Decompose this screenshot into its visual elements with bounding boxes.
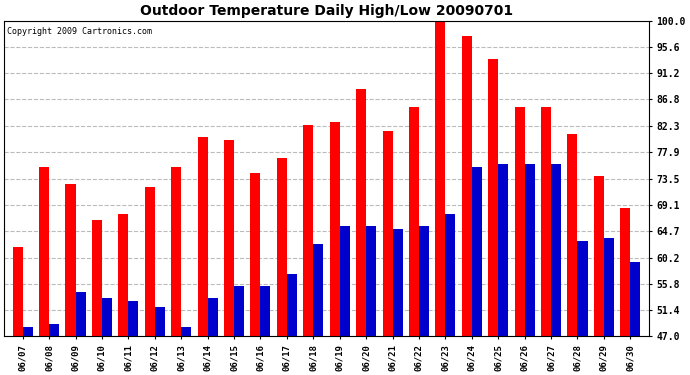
Bar	[631, 262, 640, 336]
Bar	[208, 298, 217, 336]
Bar	[366, 226, 376, 336]
Bar	[75, 292, 86, 336]
Bar	[382, 131, 393, 336]
Text: Copyright 2009 Cartronics.com: Copyright 2009 Cartronics.com	[8, 27, 152, 36]
Bar	[39, 166, 49, 336]
Bar	[277, 158, 287, 336]
Bar	[515, 107, 524, 336]
Bar	[118, 214, 128, 336]
Bar	[145, 188, 155, 336]
Bar	[92, 220, 102, 336]
Bar	[250, 172, 260, 336]
Bar	[197, 137, 208, 336]
Bar	[594, 176, 604, 336]
Bar	[356, 89, 366, 336]
Bar	[234, 286, 244, 336]
Bar	[66, 184, 75, 336]
Bar	[620, 208, 631, 336]
Bar	[102, 298, 112, 336]
Bar	[524, 164, 535, 336]
Bar	[287, 274, 297, 336]
Bar	[303, 125, 313, 336]
Bar	[567, 134, 578, 336]
Bar	[435, 18, 445, 336]
Bar	[49, 324, 59, 336]
Bar	[419, 226, 429, 336]
Bar	[578, 241, 587, 336]
Bar	[462, 36, 472, 336]
Bar	[128, 301, 139, 336]
Bar	[181, 327, 191, 336]
Bar	[409, 107, 419, 336]
Bar	[498, 164, 509, 336]
Bar	[313, 244, 324, 336]
Bar	[260, 286, 270, 336]
Bar	[330, 122, 339, 336]
Bar	[171, 166, 181, 336]
Bar	[23, 327, 32, 336]
Bar	[155, 306, 165, 336]
Bar	[393, 229, 402, 336]
Bar	[604, 238, 614, 336]
Bar	[12, 247, 23, 336]
Bar	[541, 107, 551, 336]
Bar	[551, 164, 561, 336]
Bar	[472, 166, 482, 336]
Bar	[339, 226, 350, 336]
Bar	[489, 59, 498, 336]
Bar	[224, 140, 234, 336]
Title: Outdoor Temperature Daily High/Low 20090701: Outdoor Temperature Daily High/Low 20090…	[140, 4, 513, 18]
Bar	[445, 214, 455, 336]
